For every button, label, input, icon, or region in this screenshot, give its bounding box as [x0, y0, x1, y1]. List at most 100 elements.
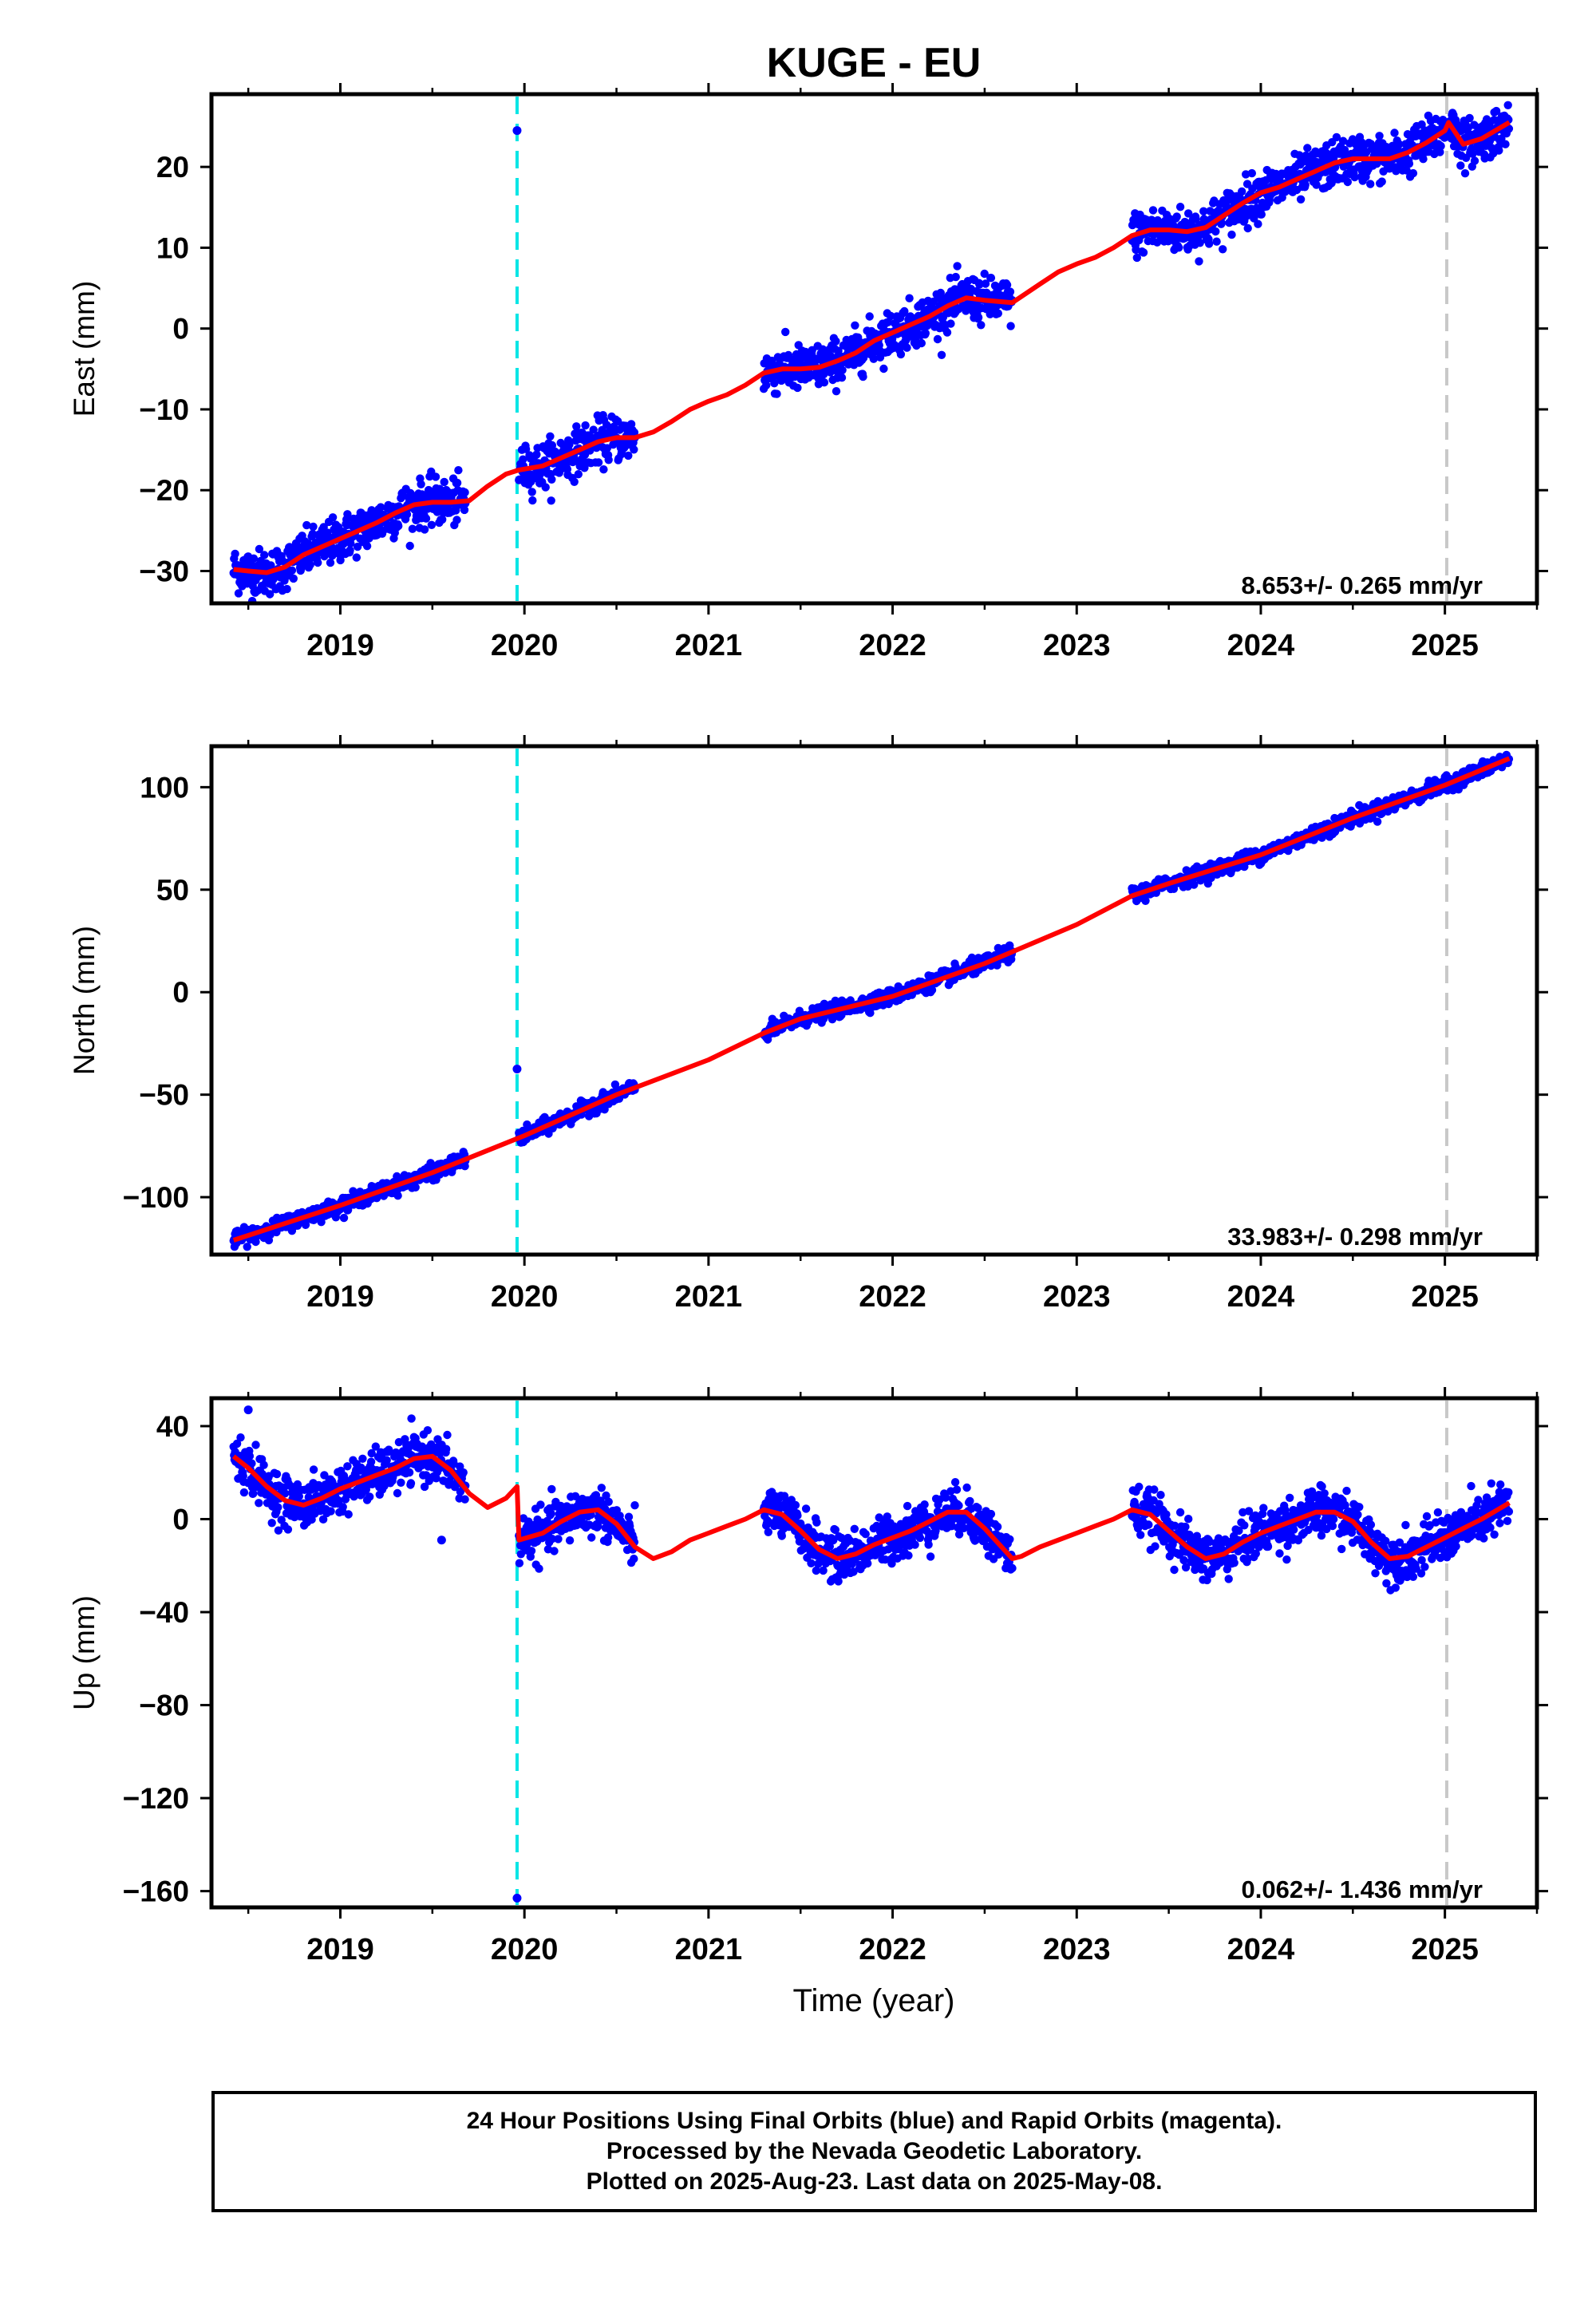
up-data-point	[405, 1468, 414, 1477]
east-data-point	[1503, 101, 1512, 109]
up-data-point	[460, 1495, 469, 1504]
east-data-point	[818, 345, 828, 354]
east-data-point	[362, 542, 372, 551]
north-y-axis-label: North (mm)	[68, 926, 101, 1075]
east-data-point	[1419, 155, 1428, 164]
east-data-point	[421, 514, 431, 523]
up-data-point	[850, 1524, 859, 1534]
east-y-axis-label: East (mm)	[68, 281, 101, 417]
up-data-point	[365, 1492, 374, 1501]
east-data-point	[454, 466, 463, 475]
up-data-point	[904, 1551, 913, 1560]
east-data-point	[402, 510, 412, 519]
east-data-point	[431, 472, 440, 481]
east-data-point	[1006, 322, 1015, 330]
north-y-tick-label: −100	[123, 1181, 189, 1214]
east-data-point	[946, 319, 955, 328]
east-data-point	[1504, 124, 1514, 133]
east-y-tick-label: 20	[156, 151, 189, 184]
north-rate-label: 33.983+/- 0.298 mm/yr	[1227, 1223, 1483, 1251]
east-data-point	[1204, 239, 1214, 248]
up-data-point	[239, 1488, 249, 1497]
east-data-point	[353, 542, 362, 551]
up-data-point	[587, 1533, 596, 1542]
east-data-point	[994, 309, 1003, 318]
north-data-point	[243, 1243, 251, 1251]
up-data-point	[604, 1497, 613, 1507]
east-rate-label: 8.653+/- 0.265 mm/yr	[1242, 571, 1483, 599]
east-data-point	[438, 515, 447, 524]
east-data-point	[1377, 177, 1386, 186]
east-data-point	[260, 551, 269, 559]
up-data-point	[397, 1478, 405, 1488]
east-data-point	[1257, 210, 1266, 219]
east-data-point	[1375, 132, 1384, 140]
east-data-point	[933, 334, 942, 344]
east-panel: 2019 2020 2021 2022 2023 2024 2025−30−20−10010…	[68, 83, 1548, 662]
east-data-point	[1303, 144, 1312, 152]
east-data-point	[394, 521, 403, 531]
east-data-point	[1195, 239, 1204, 247]
east-data-point	[1491, 106, 1501, 116]
east-data-point	[1002, 280, 1012, 290]
east-data-points	[229, 101, 1514, 606]
east-x-tick-label: 2019	[306, 629, 374, 662]
east-data-point	[528, 496, 537, 505]
east-data-point	[624, 451, 633, 460]
east-data-point	[1243, 223, 1252, 233]
north-x-tick-label: 2025	[1411, 1280, 1479, 1314]
east-data-point	[1436, 141, 1445, 151]
east-data-point	[328, 513, 338, 522]
up-data-point	[259, 1460, 268, 1469]
east-data-point	[951, 272, 960, 282]
east-y-tick-label: 0	[172, 313, 189, 346]
east-data-point	[1343, 177, 1353, 187]
east-data-point	[781, 327, 790, 337]
up-data-point	[565, 1536, 575, 1545]
east-data-point	[937, 350, 946, 359]
east-data-point	[859, 372, 867, 381]
east-data-point	[1184, 209, 1193, 218]
east-data-point	[460, 505, 469, 515]
east-x-tick-label: 2025	[1411, 629, 1479, 662]
east-data-point	[532, 450, 541, 459]
up-data-point	[536, 1500, 545, 1509]
east-data-point	[599, 465, 608, 474]
north-x-tick-label: 2020	[491, 1280, 559, 1314]
up-data-point	[863, 1559, 872, 1568]
north-x-tick-label: 2024	[1227, 1280, 1295, 1314]
up-data-point	[547, 1484, 556, 1494]
north-x-tick-label: 2019	[306, 1280, 374, 1314]
chart-title: KUGE - EU	[767, 40, 982, 86]
east-data-point	[436, 490, 444, 499]
up-data-point	[309, 1465, 318, 1474]
up-data-point	[251, 1441, 260, 1449]
up-data-point	[801, 1504, 811, 1513]
up-data-point	[554, 1535, 563, 1543]
east-data-point	[1132, 253, 1142, 263]
east-y-tick-label: 10	[156, 231, 189, 264]
east-data-point	[1302, 151, 1310, 160]
up-data-point	[344, 1510, 353, 1519]
east-data-point	[1495, 146, 1503, 155]
east-data-point	[1139, 248, 1148, 257]
east-data-point	[1148, 206, 1158, 215]
up-data-point	[515, 1559, 524, 1567]
east-data-point	[903, 343, 911, 352]
east-data-point	[770, 379, 779, 388]
east-data-point	[981, 279, 990, 288]
east-data-point	[793, 383, 802, 393]
east-data-point	[266, 590, 275, 599]
up-data-point	[764, 1528, 772, 1537]
up-data-point	[793, 1511, 802, 1520]
east-data-point	[1212, 237, 1221, 246]
up-data-point	[385, 1445, 393, 1454]
east-data-point	[879, 364, 888, 373]
east-data-point	[1395, 140, 1404, 148]
east-data-point	[975, 280, 984, 289]
east-data-point	[249, 554, 259, 563]
east-data-point	[977, 321, 986, 330]
east-data-point	[1005, 287, 1015, 296]
east-axis-ticks: 2019 2020 2021 2022 2023 2024 2025−30−20−10010…	[139, 83, 1548, 662]
east-data-point	[1219, 245, 1227, 254]
